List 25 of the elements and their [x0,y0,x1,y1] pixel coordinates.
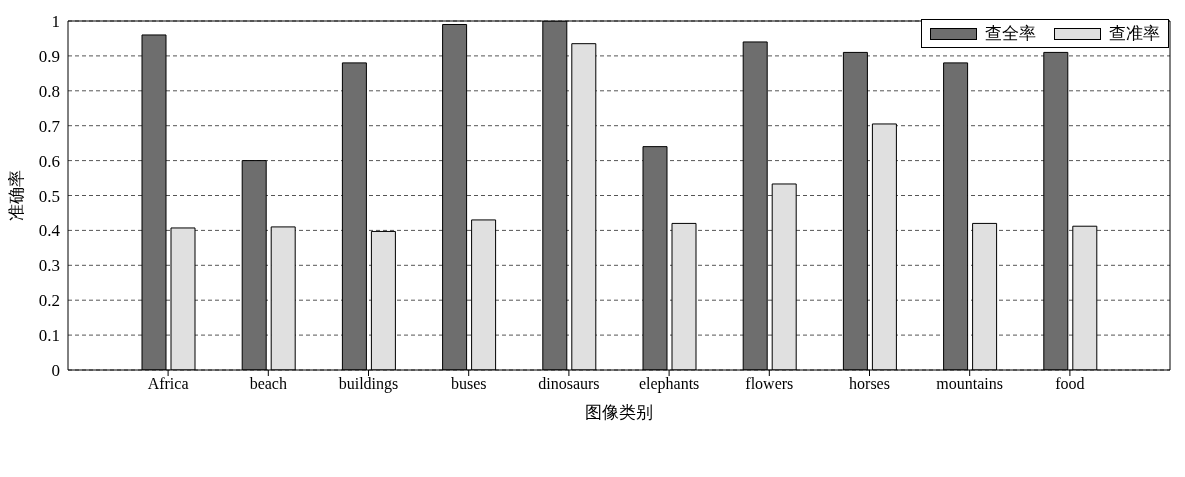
y-tick-label: 0.2 [38,291,60,311]
y-tick-label: 0.1 [38,326,60,346]
x-tick-label: horses [849,375,890,393]
legend-label: 查全率 [985,23,1036,45]
x-tick-label: buses [450,375,487,393]
y-tick-label: 0 [51,361,60,381]
x-tick-label: flowers [745,375,794,393]
y-tick-label: 0.4 [38,221,61,241]
y-tick-label: 0.8 [38,81,60,101]
x-tick-label: beach [249,375,287,393]
x-tick-label: Africa [147,375,189,393]
x-tick-label: buildings [338,375,399,394]
x-tick-label: elephants [638,375,700,394]
x-axis-title: 图像类别 [585,403,653,422]
legend-label: 查准率 [1109,23,1160,45]
x-tick-label: dinosaurs [538,375,600,393]
y-tick-label: 1 [51,12,60,32]
y-tick-label: 0.3 [38,256,60,276]
x-tick-label: mountains [936,375,1004,393]
y-tick-label: 0.5 [38,186,60,206]
y-axis-title: 准确率 [7,170,27,221]
y-tick-label: 0.7 [38,116,61,136]
y-tick-label: 0.6 [38,151,60,171]
y-tick-label: 0.9 [38,46,60,66]
x-tick-label: food [1055,375,1085,393]
